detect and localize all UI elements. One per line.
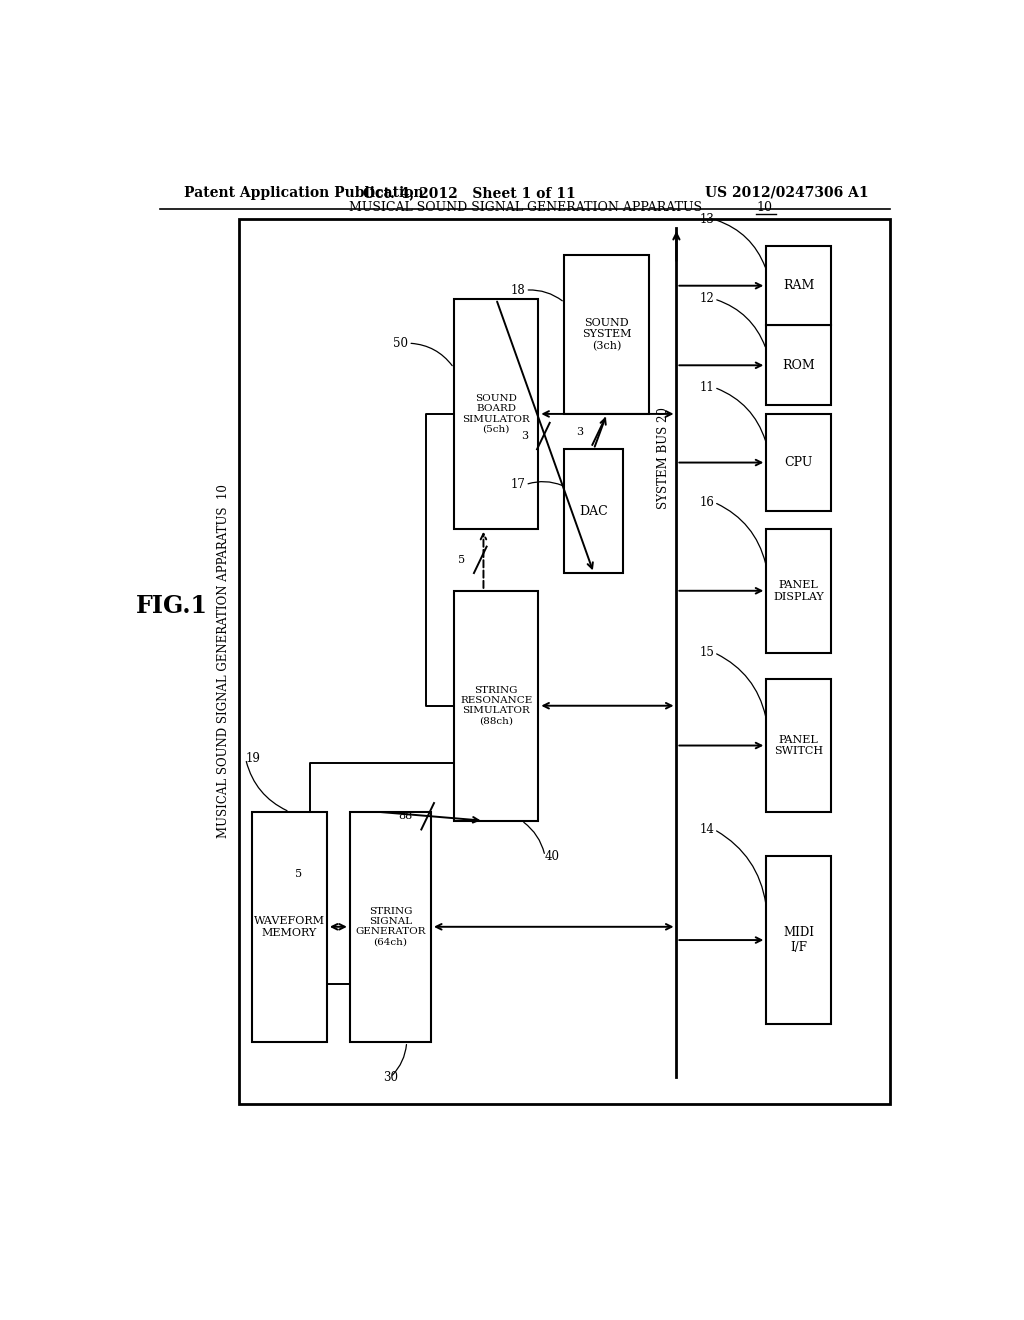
Text: 12: 12 xyxy=(699,293,714,305)
FancyBboxPatch shape xyxy=(564,449,623,573)
FancyBboxPatch shape xyxy=(350,812,431,1041)
FancyBboxPatch shape xyxy=(766,857,831,1024)
Text: PANEL
DISPLAY: PANEL DISPLAY xyxy=(773,579,824,602)
FancyBboxPatch shape xyxy=(766,246,831,326)
Text: US 2012/0247306 A1: US 2012/0247306 A1 xyxy=(705,186,868,199)
Text: 5: 5 xyxy=(295,869,302,879)
FancyBboxPatch shape xyxy=(454,591,539,821)
Text: 19: 19 xyxy=(246,752,260,766)
Text: SOUND
BOARD
SIMULATOR
(5ch): SOUND BOARD SIMULATOR (5ch) xyxy=(462,393,530,434)
Text: RAM: RAM xyxy=(783,280,814,292)
Text: 17: 17 xyxy=(511,478,525,491)
FancyBboxPatch shape xyxy=(766,529,831,652)
FancyBboxPatch shape xyxy=(766,326,831,405)
Text: 88: 88 xyxy=(398,812,413,821)
Text: 5: 5 xyxy=(458,554,465,565)
Text: WAVEFORM
MEMORY: WAVEFORM MEMORY xyxy=(254,916,325,937)
Text: 30: 30 xyxy=(383,1071,398,1084)
Text: 10: 10 xyxy=(757,201,772,214)
Text: 16: 16 xyxy=(699,496,714,508)
FancyBboxPatch shape xyxy=(766,414,831,511)
Text: CPU: CPU xyxy=(784,455,813,469)
Text: 3: 3 xyxy=(521,432,528,441)
FancyBboxPatch shape xyxy=(766,680,831,812)
Text: STRING
RESONANCE
SIMULATOR
(88ch): STRING RESONANCE SIMULATOR (88ch) xyxy=(460,685,532,726)
Text: STRING
SIGNAL
GENERATOR
(64ch): STRING SIGNAL GENERATOR (64ch) xyxy=(355,907,426,946)
FancyBboxPatch shape xyxy=(564,255,649,414)
Text: DAC: DAC xyxy=(580,504,608,517)
Text: PANEL
SWITCH: PANEL SWITCH xyxy=(774,735,823,756)
Text: SYSTEM BUS 20: SYSTEM BUS 20 xyxy=(657,407,670,510)
Text: 15: 15 xyxy=(699,647,714,659)
Text: MUSICAL SOUND SIGNAL GENERATION APPARATUS: MUSICAL SOUND SIGNAL GENERATION APPARATU… xyxy=(349,201,701,214)
Text: ROM: ROM xyxy=(782,359,815,372)
Text: 3: 3 xyxy=(577,426,584,437)
Text: Oct. 4, 2012   Sheet 1 of 11: Oct. 4, 2012 Sheet 1 of 11 xyxy=(362,186,575,199)
Text: 50: 50 xyxy=(393,337,409,350)
Text: 13: 13 xyxy=(699,213,714,226)
Text: Patent Application Publication: Patent Application Publication xyxy=(183,186,423,199)
FancyBboxPatch shape xyxy=(454,298,539,529)
Text: 14: 14 xyxy=(699,824,714,836)
FancyBboxPatch shape xyxy=(240,219,890,1104)
Text: MUSICAL SOUND SIGNAL GENERATION APPARATUS  10: MUSICAL SOUND SIGNAL GENERATION APPARATU… xyxy=(217,484,229,838)
Text: 18: 18 xyxy=(511,284,525,297)
Text: MIDI
I/F: MIDI I/F xyxy=(783,927,814,954)
Text: 40: 40 xyxy=(545,850,560,862)
Text: FIG.1: FIG.1 xyxy=(135,594,208,618)
Text: SOUND
SYSTEM
(3ch): SOUND SYSTEM (3ch) xyxy=(582,318,632,351)
Text: 11: 11 xyxy=(699,381,714,393)
FancyBboxPatch shape xyxy=(252,812,327,1041)
